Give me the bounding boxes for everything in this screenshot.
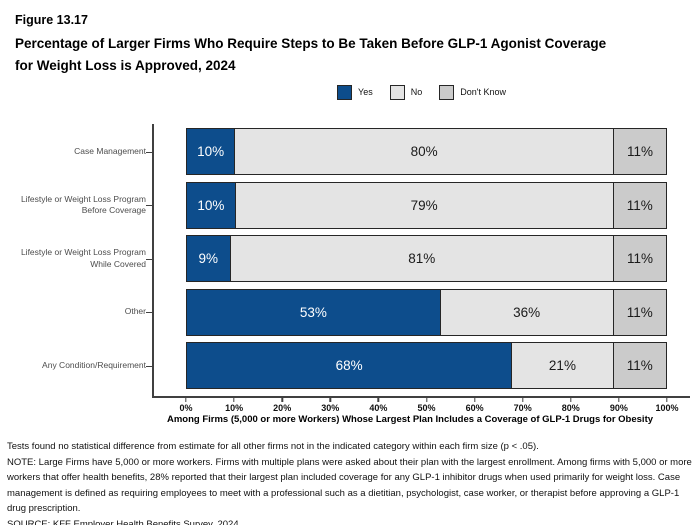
category-label-other: Other [124, 306, 146, 317]
bar-value-label: 9% [198, 251, 218, 266]
bar-segment-yes: 10% [187, 129, 235, 174]
x-tick-label: 20% [273, 403, 292, 413]
bar-segment-don-t-know: 11% [612, 289, 666, 335]
x-tick-label: 10% [225, 403, 244, 413]
x-tick-mark [618, 397, 620, 402]
x-tick-mark [377, 397, 380, 402]
x-tick-mark [521, 397, 524, 402]
legend-item-yes: Yes [337, 84, 373, 100]
bar-segment-yes: 53% [187, 289, 440, 335]
bar-value-label: 79% [410, 197, 438, 213]
x-tick-mark [666, 397, 668, 402]
legend-swatch-don-t-know [439, 84, 455, 100]
legend-swatch-no [389, 84, 405, 100]
x-tick-label: 60% [465, 403, 484, 413]
legend-item-don-t-know: Don't Know [439, 84, 506, 100]
category-label-case-management: Case Management [74, 145, 146, 156]
legend-swatch-yes [337, 84, 353, 100]
bar-segment-no: 81% [229, 236, 614, 281]
x-tick-label: 90% [609, 403, 628, 413]
bar-row-any-condition-requirement: 68% 21% 11% [186, 342, 667, 389]
figure-title-line-1: Percentage of Larger Firms Who Require S… [15, 36, 607, 51]
x-tick-label: 50% [417, 403, 436, 413]
bar-value-label: 10% [197, 144, 225, 159]
x-tick-mark [185, 397, 187, 402]
category-tick [146, 151, 152, 153]
legend-label-no: No [410, 87, 423, 97]
bar-segment-no: 21% [511, 343, 613, 388]
bar-segment-no: 79% [234, 182, 613, 228]
bar-segment-don-t-know: 11% [613, 236, 666, 281]
figure-title: Percentage of Larger Firms Who Require S… [15, 33, 685, 77]
note-text: NOTE: Large Firms have 5,000 or more wor… [7, 456, 692, 515]
bar-segment-yes: 68% [187, 343, 512, 388]
y-axis-line [152, 124, 154, 397]
bar-segment-don-t-know: 11% [612, 343, 666, 388]
bar-segment-don-t-know: 11% [612, 182, 666, 228]
x-tick-mark [425, 397, 428, 402]
bar-value-label: 10% [197, 197, 225, 213]
x-tick-mark [233, 397, 235, 402]
bar-row-lifestyle-or-weight-loss-program-while-covered: 9% 81% 11% [186, 235, 667, 282]
bar-value-label: 21% [548, 358, 576, 373]
x-tick-mark [281, 397, 283, 402]
bar-value-label: 11% [626, 197, 653, 213]
bar-value-label: 11% [626, 358, 653, 373]
category-tick [146, 258, 152, 260]
bar-value-label: 11% [626, 304, 653, 320]
bar-segment-yes: 10% [187, 182, 235, 228]
category-tick [146, 365, 152, 367]
category-label-lifestyle-or-weight-loss-program-before-coverage: Lifestyle or Weight Loss Program Before … [20, 193, 146, 215]
legend-label-don-t-know: Don't Know [460, 87, 506, 97]
category-label-lifestyle-or-weight-loss-program-while-covered: Lifestyle or Weight Loss Program While C… [20, 247, 146, 269]
x-tick-label: 80% [561, 403, 580, 413]
bar-value-label: 80% [410, 144, 438, 159]
bar-row-case-management: 10% 80% 11% [186, 128, 667, 175]
bar-segment-no: 36% [439, 289, 613, 335]
category-tick [146, 205, 152, 207]
category-tick [146, 312, 152, 314]
figure-number: Figure 13.17 [15, 13, 88, 27]
source-note: SOURCE: KFF Employer Health Benefits Sur… [7, 518, 239, 525]
legend-label-yes: Yes [358, 87, 373, 97]
x-tick-label: 30% [321, 403, 340, 413]
x-axis-line [152, 396, 690, 398]
x-axis-label: Among Firms (5,000 or more Workers) Whos… [166, 414, 654, 425]
footnotes: Tests found no statistical difference fr… [7, 439, 695, 525]
bar-value-label: 81% [408, 251, 436, 266]
chart-legend: Yes No Don't Know [153, 84, 690, 100]
bar-row-lifestyle-or-weight-loss-program-before-coverage: 10% 79% 11% [186, 181, 667, 229]
stat-note: Tests found no statistical difference fr… [7, 441, 539, 452]
x-tick-mark [329, 397, 331, 402]
x-tick-label: 0% [179, 403, 193, 413]
bar-row-other: 53% 36% 11% [186, 288, 667, 336]
bar-value-label: 36% [513, 304, 541, 320]
legend-item-no: No [389, 84, 423, 100]
bar-segment-yes: 9% [187, 236, 230, 281]
x-tick-label: 40% [369, 403, 388, 413]
x-tick-mark [473, 397, 476, 402]
bar-segment-no: 80% [234, 129, 614, 174]
bar-value-label: 68% [335, 358, 363, 373]
x-tick-mark [570, 397, 572, 402]
bar-value-label: 53% [299, 304, 327, 320]
figure-title-line-2: for Weight Loss is Approved, 2024 [15, 58, 236, 73]
bar-value-label: 11% [627, 144, 654, 159]
x-tick-label: 70% [513, 403, 532, 413]
bar-value-label: 11% [627, 251, 654, 266]
category-label-any-condition-requirement: Any Condition/Requirement [42, 359, 146, 370]
bar-segment-don-t-know: 11% [613, 129, 667, 174]
x-tick-label: 100% [655, 403, 679, 413]
